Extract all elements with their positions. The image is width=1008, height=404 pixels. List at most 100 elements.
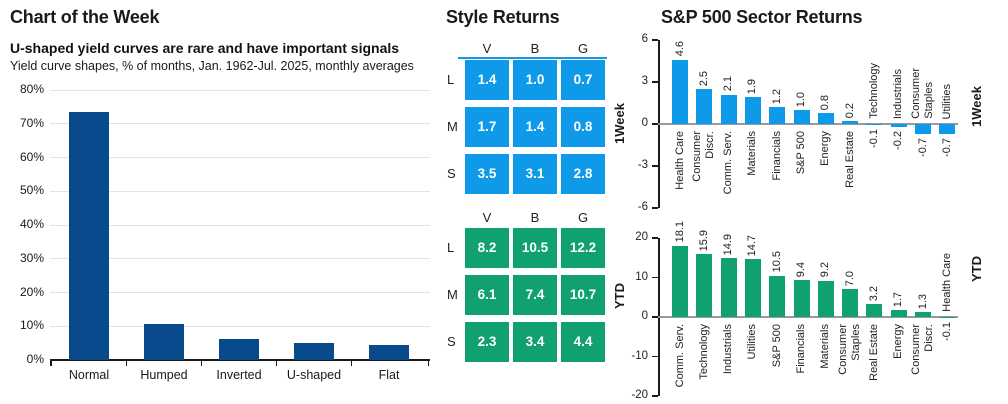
bar-value-label: 9.2	[819, 262, 832, 278]
style-cell-l-g: 12.2	[561, 228, 605, 268]
bar-category-label: Technology	[867, 63, 880, 119]
y-axis-tick	[652, 316, 658, 318]
bar-value-label: 0.2	[843, 102, 856, 119]
y-axis-tick-label: 6	[641, 33, 648, 45]
style-cell-s-b: 3.1	[513, 154, 557, 194]
style-row-header-s: S	[447, 334, 456, 349]
style-col-header-v: V	[482, 41, 492, 56]
bar-category-label: Comm. Serv.	[673, 324, 686, 388]
bar-flat	[369, 345, 409, 360]
y-axis-tick-label: 30%	[19, 250, 44, 265]
bar-technology	[866, 124, 883, 126]
bar-materials	[744, 97, 761, 124]
y-axis-tick-label: 0%	[26, 352, 44, 366]
style-grid-rule	[458, 57, 607, 59]
y-axis-tick-label: -6	[637, 201, 648, 213]
bar-category-label: Technology	[697, 324, 710, 380]
gridline-40	[50, 224, 430, 226]
bar-category-label: S&P 500	[770, 324, 783, 368]
bar-energy	[890, 310, 907, 317]
bar-category-label: Comm. Serv.	[722, 131, 735, 195]
bar-normal	[69, 111, 109, 360]
y-axis-tick	[652, 276, 658, 279]
style-row-header-m: M	[447, 287, 458, 302]
bar-real-estate	[866, 304, 883, 317]
style-cell-m-b: 1.4	[513, 107, 557, 147]
x-axis-category-label: U-shaped	[286, 368, 342, 382]
bar-consumer-staples	[842, 289, 859, 317]
gridline-30	[50, 258, 430, 260]
style-cell-m-g: 0.8	[561, 107, 605, 147]
bar-technology	[696, 254, 713, 317]
bar-category-label: Industrials	[892, 68, 905, 119]
bar-health-care	[672, 59, 688, 124]
sector-returns-title: S&P 500 Sector Returns	[661, 7, 863, 27]
bar-comm-serv	[672, 245, 688, 317]
y-axis-tick-label: 40%	[19, 217, 44, 231]
bar-value-label: 1.0	[795, 91, 807, 107]
bar-u-shaped	[294, 343, 334, 360]
x-axis-tick	[427, 360, 429, 366]
gridline-70	[50, 123, 430, 125]
style-col-header-g: G	[577, 41, 589, 56]
style-row-header-l: L	[447, 72, 455, 87]
bar-value-label: 1.3	[916, 293, 929, 309]
style-cell-s-g: 4.4	[561, 322, 605, 362]
y-axis-tick-label: 3	[641, 75, 648, 87]
bar-category-label: Consumer Staples	[910, 68, 935, 119]
chart-of-week-title: Chart of the Week	[10, 7, 160, 27]
bar-industrials	[720, 258, 737, 317]
bar-s-p-500	[769, 275, 786, 317]
bar-value-label: 10.5	[770, 251, 783, 273]
bar-value-label: -0.7	[916, 137, 929, 157]
bar-utilities	[744, 258, 761, 317]
y-axis-tick-label: -10	[631, 349, 648, 362]
style-col-header-v: V	[482, 210, 492, 225]
bar-category-label: Utilities	[746, 324, 759, 360]
bar-value-label: 14.9	[722, 233, 735, 256]
bar-value-label: 2.5	[697, 70, 710, 86]
bar-category-label: Health Care	[673, 131, 686, 190]
bar-value-label: 2.1	[722, 76, 735, 92]
x-axis-tick	[200, 360, 202, 366]
bar-value-label: 14.7	[746, 234, 759, 256]
gridline-80	[50, 89, 430, 91]
y-axis-tick-label: -20	[631, 389, 648, 401]
y-axis-tick	[652, 207, 658, 209]
gridline-60	[50, 157, 430, 158]
y-axis-tick-label: 80%	[19, 82, 44, 96]
bar-consumer-staples	[915, 124, 931, 134]
x-axis-tick	[350, 360, 352, 366]
y-axis-tick-label: -3	[637, 159, 648, 171]
sector-1week-bar-chart: 6 3 0 -3 -6 4.6 Health Care 2.5 Consumer Discr. 2.…	[638, 32, 958, 213]
style-returns-title: Style Returns	[446, 7, 560, 27]
bar-inverted	[219, 338, 259, 360]
bar-materials	[817, 280, 834, 317]
y-axis-tick-label: 70%	[19, 115, 44, 130]
x-axis-tick	[50, 360, 52, 366]
bar-utilities	[939, 124, 956, 134]
bar-value-label: 0.8	[819, 94, 832, 110]
x-axis-category-label: Flat	[378, 368, 400, 382]
style-cell-l-g: 0.7	[561, 60, 605, 100]
chart-of-week-headline: U-shaped yield curves are rare and have …	[10, 40, 400, 56]
bar-category-label: Financials	[795, 324, 807, 374]
bar-category-label: Materials	[746, 131, 759, 176]
sector-1week-axis-label: 1Week	[969, 86, 984, 127]
zero-line	[658, 123, 958, 125]
bar-value-label: 15.9	[697, 229, 710, 252]
bar-category-label: Materials	[819, 324, 832, 369]
bar-value-label: 3.2	[867, 286, 880, 302]
y-axis-tick-label: 60%	[19, 149, 44, 164]
gridline-50	[50, 190, 430, 192]
style-col-header-g: G	[577, 210, 589, 225]
bar-category-label: Industrials	[722, 324, 735, 375]
bar-industrials	[890, 124, 907, 127]
bar-value-label: -0.1	[867, 129, 880, 149]
bar-consumer-discr	[696, 89, 713, 124]
style-cell-s-v: 3.5	[465, 154, 509, 194]
x-axis-category-label: Humped	[140, 368, 188, 382]
bar-value-label: 1.9	[746, 79, 759, 95]
gridline-10	[50, 325, 430, 327]
zero-line	[658, 316, 958, 318]
